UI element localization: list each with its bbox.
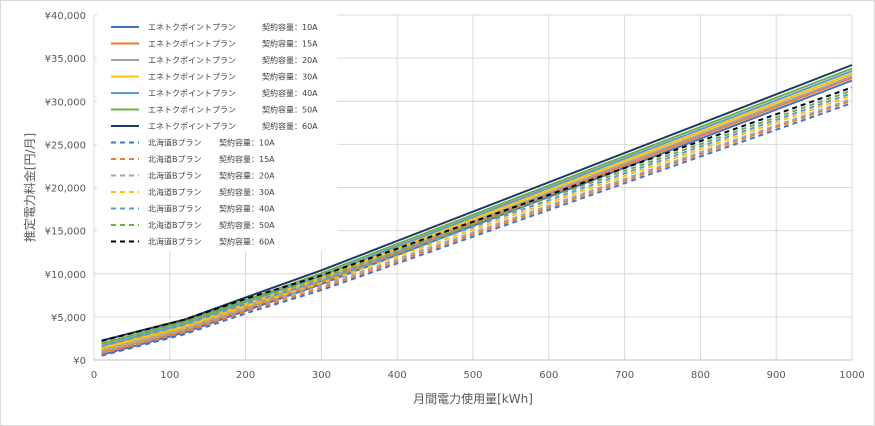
y-tick-label: ¥40,000 xyxy=(45,11,86,22)
legend-series-name: エネトクポイントプラン xyxy=(148,40,236,49)
legend-series-name: エネトクポイントプラン xyxy=(148,106,236,115)
x-tick-label: 800 xyxy=(691,370,710,381)
x-tick-label: 1000 xyxy=(839,370,864,381)
legend-series-name: 北海道Bプラン xyxy=(148,204,202,214)
x-tick-label: 900 xyxy=(767,370,786,381)
legend-series-capacity: 契約容量：15A xyxy=(262,39,318,49)
legend-series-name: 北海道Bプラン xyxy=(148,171,202,181)
x-tick-label: 400 xyxy=(388,370,407,381)
legend-series-capacity: 契約容量：10A xyxy=(262,22,318,32)
legend-series-capacity: 契約容量：10A xyxy=(219,138,275,148)
legend-series-name: エネトクポイントプラン xyxy=(148,23,236,32)
tick-labels: 0 100 200 300 400 500 600 700 800 900 1000 ¥0 ¥5,000… xyxy=(45,11,865,381)
y-axis-title: 推定電力料金[円/月] xyxy=(22,133,37,242)
legend-series-name: エネトクポイントプラン xyxy=(148,56,236,65)
series-line xyxy=(101,97,853,353)
legend-series-capacity: 契約容量：50A xyxy=(262,105,318,115)
legend-series-name: 北海道Bプラン xyxy=(148,154,202,164)
legend-series-capacity: 契約容量：30A xyxy=(262,72,318,82)
legend-series-capacity: 契約容量：20A xyxy=(262,55,318,65)
x-tick-label: 300 xyxy=(312,370,331,381)
y-tick-label: ¥35,000 xyxy=(45,54,86,65)
y-tick-label: ¥0 xyxy=(73,356,86,367)
series-lines xyxy=(101,64,853,357)
y-tick-label: ¥30,000 xyxy=(45,97,86,108)
y-tick-label: ¥15,000 xyxy=(45,227,86,238)
y-tick-label: ¥25,000 xyxy=(45,140,86,151)
x-tick-label: 200 xyxy=(236,370,255,381)
series-line xyxy=(101,102,853,357)
series-line xyxy=(101,72,853,349)
x-tick-label: 100 xyxy=(160,370,179,381)
y-tick-label: ¥20,000 xyxy=(45,184,86,195)
legend-series-name: エネトクポイントプラン xyxy=(148,122,236,131)
x-axis-title: 月間電力使用量[kWh] xyxy=(413,391,533,406)
legend-series-capacity: 契約容量：60A xyxy=(262,121,318,131)
legend-background xyxy=(97,9,337,251)
x-tick-label: 0 xyxy=(91,370,97,381)
legend-series-capacity: 契約容量：30A xyxy=(219,187,275,197)
legend-series-capacity: 契約容量：50A xyxy=(219,220,275,230)
legend-series-name: 北海道Bプラン xyxy=(148,237,202,247)
legend-series-capacity: 契約容量：20A xyxy=(219,171,275,181)
legend-series-capacity: 契約容量：40A xyxy=(262,88,318,98)
y-tick-label: ¥10,000 xyxy=(45,270,86,281)
series-line xyxy=(101,89,853,345)
y-tick-label: ¥5,000 xyxy=(51,313,86,324)
legend-series-capacity: 契約容量：40A xyxy=(219,204,275,214)
legend-series-capacity: 契約容量：60A xyxy=(219,237,275,247)
series-line xyxy=(101,94,853,350)
legend-series-capacity: 契約容量：15A xyxy=(219,154,275,164)
legend-series-name: エネトクポイントプラン xyxy=(148,89,236,98)
legend-series-name: エネトクポイントプラン xyxy=(148,73,236,82)
legend-series-name: 北海道Bプラン xyxy=(148,138,202,148)
x-tick-label: 700 xyxy=(615,370,634,381)
series-line xyxy=(101,86,853,342)
series-line xyxy=(101,99,853,355)
legend-series-name: 北海道Bプラン xyxy=(148,187,202,197)
x-tick-label: 500 xyxy=(463,370,482,381)
series-line xyxy=(101,92,853,348)
x-tick-label: 600 xyxy=(539,370,558,381)
legend-series-name: 北海道Bプラン xyxy=(148,220,202,230)
